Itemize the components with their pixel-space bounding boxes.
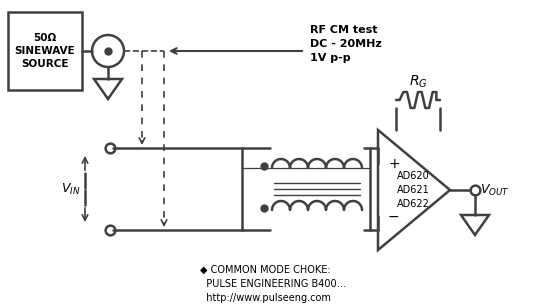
Text: 50Ω
SINEWAVE
SOURCE: 50Ω SINEWAVE SOURCE	[15, 33, 75, 69]
Text: $V_{IN}$: $V_{IN}$	[61, 181, 81, 197]
Text: RF CM test
DC - 20MHz
1V p-p: RF CM test DC - 20MHz 1V p-p	[310, 25, 382, 63]
Text: −: −	[388, 209, 400, 223]
Text: +: +	[388, 157, 400, 171]
Text: $R_G$: $R_G$	[409, 74, 427, 90]
Circle shape	[92, 35, 124, 67]
Text: ◆ COMMON MODE CHOKE:
  PULSE ENGINEERING B400…
  http://www.pulseeng.com: ◆ COMMON MODE CHOKE: PULSE ENGINEERING B…	[200, 265, 346, 303]
Polygon shape	[378, 130, 450, 250]
Bar	[8, 12, 82, 90]
Text: $V_{OUT}$: $V_{OUT}$	[480, 182, 510, 198]
Text: AD620
AD621
AD622: AD620 AD621 AD622	[397, 171, 430, 209]
